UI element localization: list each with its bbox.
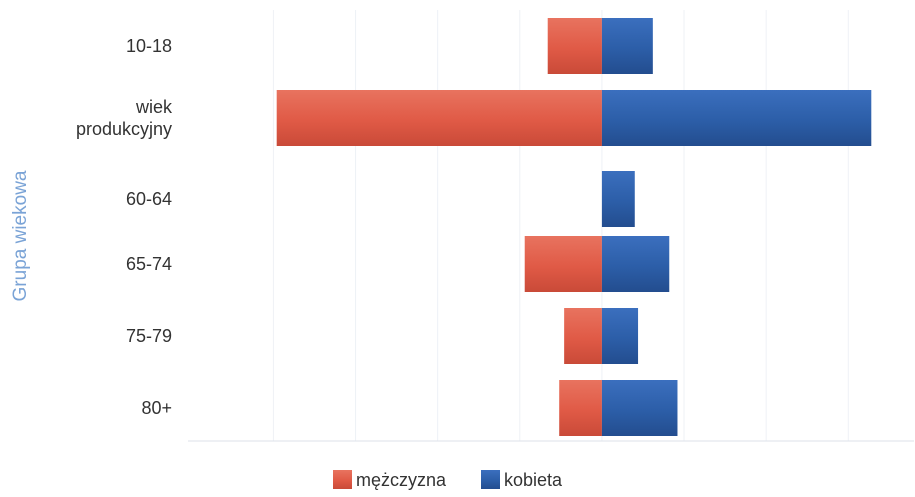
y-tick-label: 80+ bbox=[141, 398, 172, 418]
bar-female bbox=[601, 90, 872, 146]
bar-male bbox=[564, 308, 602, 364]
bar-female bbox=[601, 380, 678, 436]
bar-female bbox=[601, 308, 639, 364]
y-tick-label: 10-18 bbox=[126, 36, 172, 56]
bar-male bbox=[524, 236, 602, 292]
legend-swatch bbox=[333, 470, 352, 489]
bars bbox=[276, 18, 872, 436]
bar-female bbox=[601, 18, 653, 74]
y-tick-label: 60-64 bbox=[126, 189, 172, 209]
y-axis-title: Grupa wiekowa bbox=[10, 170, 31, 301]
bar-male bbox=[276, 90, 602, 146]
bar-male bbox=[547, 18, 602, 74]
grid bbox=[188, 10, 914, 442]
legend-label: mężczyzna bbox=[356, 470, 447, 490]
y-tick-label: wiek bbox=[135, 97, 173, 117]
legend-swatch bbox=[481, 470, 500, 489]
y-tick-label: produkcyjny bbox=[76, 119, 172, 139]
legend: mężczyzna kobieta bbox=[333, 470, 563, 490]
bar-female bbox=[601, 236, 670, 292]
bar-male bbox=[559, 380, 602, 436]
bar-female bbox=[601, 171, 635, 227]
y-tick-label: 75-79 bbox=[126, 326, 172, 346]
legend-label: kobieta bbox=[504, 470, 563, 490]
y-tick-label: 65-74 bbox=[126, 254, 172, 274]
